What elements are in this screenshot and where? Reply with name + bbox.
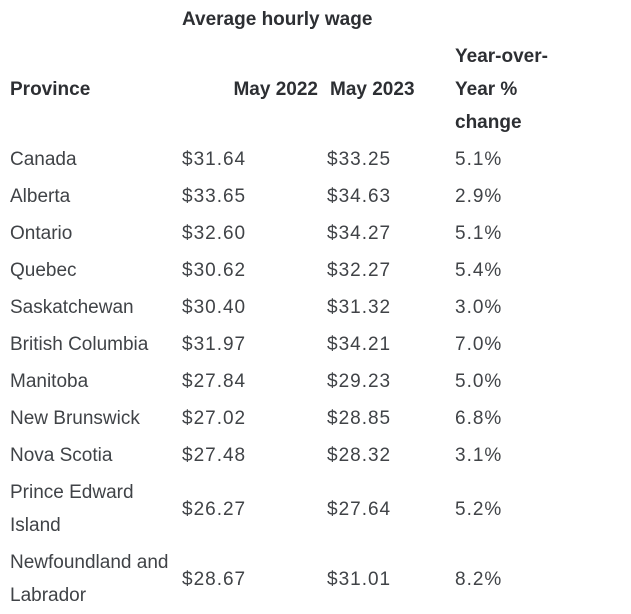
cell-may-2022: $28.67 — [182, 568, 247, 590]
table-row: Canada $31.64 $33.25 5.1% — [10, 141, 631, 178]
cell-province: Canada — [10, 149, 77, 170]
cell-province: Ontario — [10, 223, 73, 244]
cell-may-2022: $31.64 — [182, 149, 247, 170]
cell-province: Quebec — [10, 260, 77, 281]
cell-may-2023: $33.25 — [327, 149, 392, 170]
cell-may-2023: $27.64 — [327, 498, 392, 520]
column-header-yoy-change: Year-over- Year % change — [455, 46, 548, 133]
cell-may-2023: $34.21 — [327, 334, 392, 355]
cell-province: Newfoundland and Labrador — [10, 552, 169, 606]
cell-may-2022: $27.48 — [182, 445, 247, 466]
cell-may-2022: $31.97 — [182, 334, 247, 355]
cell-province: British Columbia — [10, 334, 149, 355]
cell-province: Saskatchewan — [10, 297, 134, 318]
column-header-may-2023: May 2023 — [330, 79, 415, 100]
cell-yoy-change: 2.9% — [455, 186, 503, 207]
wage-table: Average hourly wage Province May 2022 Ma… — [10, 0, 631, 614]
cell-may-2022: $33.65 — [182, 186, 247, 207]
cell-yoy-change: 8.2% — [455, 568, 503, 590]
table-title: Average hourly wage — [182, 9, 373, 30]
table-body: Canada $31.64 $33.25 5.1% Alberta $33.65… — [10, 141, 631, 614]
cell-yoy-change: 5.1% — [455, 223, 503, 244]
column-header-province: Province — [10, 79, 91, 100]
table-row: Quebec $30.62 $32.27 5.4% — [10, 252, 631, 289]
cell-yoy-change: 6.8% — [455, 408, 503, 429]
table-row: Newfoundland and Labrador $28.67 $31.01 … — [10, 544, 631, 614]
table-row: Saskatchewan $30.40 $31.32 3.0% — [10, 289, 631, 326]
cell-province: New Brunswick — [10, 408, 140, 429]
table-row: Prince Edward Island $26.27 $27.64 5.2% — [10, 474, 631, 544]
cell-may-2022: $30.40 — [182, 297, 247, 318]
column-header-may-2022: May 2022 — [233, 79, 318, 100]
table-row: Manitoba $27.84 $29.23 5.0% — [10, 363, 631, 400]
cell-yoy-change: 3.1% — [455, 445, 503, 466]
cell-yoy-change: 5.1% — [455, 149, 503, 170]
cell-may-2022: $26.27 — [182, 498, 247, 520]
table-header: Province May 2022 May 2023 Year-over- Ye… — [10, 36, 631, 141]
table-row: Ontario $32.60 $34.27 5.1% — [10, 215, 631, 252]
cell-may-2023: $28.85 — [327, 408, 392, 429]
cell-province: Manitoba — [10, 371, 89, 392]
cell-may-2022: $27.02 — [182, 408, 247, 429]
cell-yoy-change: 7.0% — [455, 334, 503, 355]
cell-may-2023: $31.32 — [327, 297, 392, 318]
cell-province: Alberta — [10, 186, 71, 207]
cell-yoy-change: 5.4% — [455, 260, 503, 281]
cell-may-2023: $34.27 — [327, 223, 392, 244]
cell-may-2023: $32.27 — [327, 260, 392, 281]
cell-may-2022: $32.60 — [182, 223, 247, 244]
table-row: British Columbia $31.97 $34.21 7.0% — [10, 326, 631, 363]
table-row: New Brunswick $27.02 $28.85 6.8% — [10, 400, 631, 437]
cell-may-2022: $30.62 — [182, 260, 247, 281]
cell-yoy-change: 3.0% — [455, 297, 503, 318]
cell-yoy-change: 5.0% — [455, 371, 503, 392]
table-row: Nova Scotia $27.48 $28.32 3.1% — [10, 437, 631, 474]
cell-yoy-change: 5.2% — [455, 498, 503, 520]
cell-may-2022: $27.84 — [182, 371, 247, 392]
table-row: Alberta $33.65 $34.63 2.9% — [10, 178, 631, 215]
cell-province: Prince Edward Island — [10, 482, 134, 536]
cell-may-2023: $28.32 — [327, 445, 392, 466]
header-row: Province May 2022 May 2023 Year-over- Ye… — [10, 36, 631, 141]
cell-may-2023: $31.01 — [327, 568, 392, 590]
cell-province: Nova Scotia — [10, 445, 113, 466]
cell-may-2023: $29.23 — [327, 371, 392, 392]
cell-may-2023: $34.63 — [327, 186, 392, 207]
